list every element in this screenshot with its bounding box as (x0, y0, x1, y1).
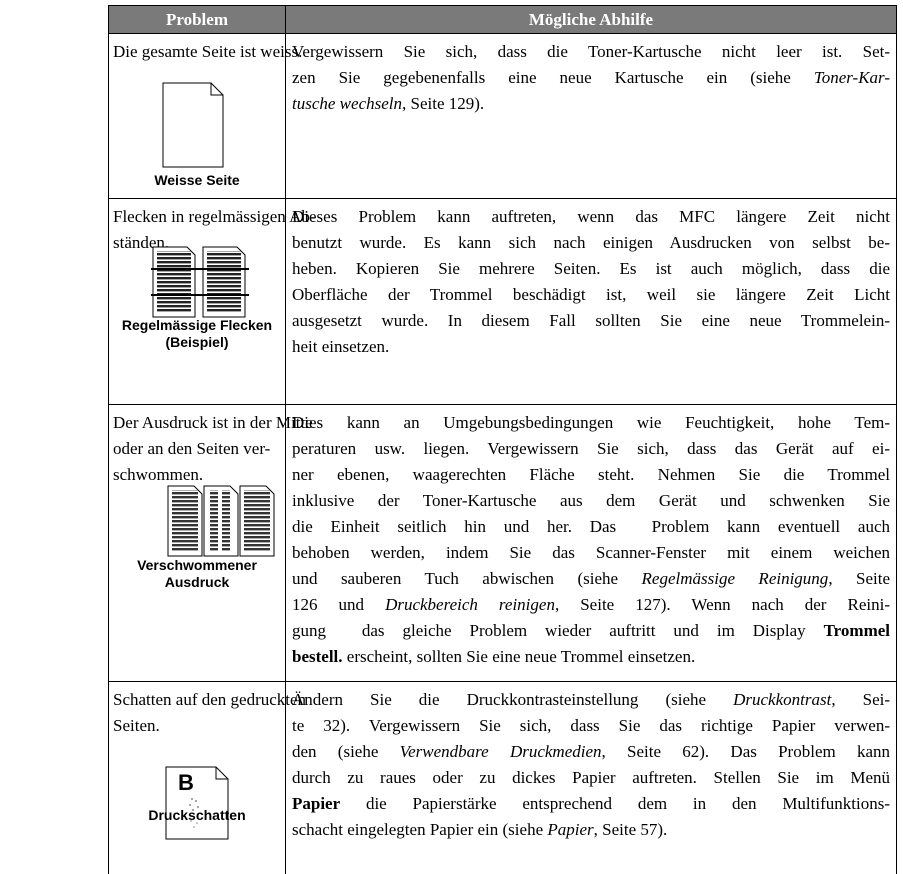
caption: Druckschatten (109, 807, 285, 824)
text-run: ner ebenen, waagerechten Fläche steht. N… (292, 465, 890, 484)
remedy-line: tusche wechseln, Seite 129). (292, 91, 890, 117)
remedy-line: heit einsetzen. (292, 334, 890, 360)
text-run: benutzt wurde. Es kann sich nach einigen… (292, 233, 890, 252)
text-run: Dieses Problem kann auftreten, wenn das … (292, 207, 890, 226)
header-cell: Problem (108, 5, 286, 34)
text-run: Druckbereich reinigen (385, 595, 555, 614)
remedy-line: zen Sie gegebenenfalls eine neue Kartusc… (292, 65, 890, 91)
remedy-line: ausgesetzt wurde. In diesem Fall sollten… (292, 308, 890, 334)
icon-graphic (165, 766, 229, 840)
text-run: 126 und (292, 595, 386, 614)
remedy-line: Dies kann an Umgebungsbedingungen wie Fe… (292, 410, 890, 436)
text-run: behoben werden, indem Sie das Scanner-Fe… (292, 543, 890, 562)
remedy-line: peraturen usw. liegen. Vergewissern Sie … (292, 436, 890, 462)
remedy-line: gung das gleiche Problem wieder auftritt… (292, 618, 890, 644)
remedy-line: benutzt wurde. Es kann sich nach einigen… (292, 230, 890, 256)
problem-text: Schatten auf den gedruckten (113, 690, 307, 709)
remedy-cell: Ändern Sie die Druckkontrasteinstellung … (285, 681, 897, 874)
remedy-line: die Einheit seitlich hin und her. Das Pr… (292, 514, 890, 540)
icon-graphic (162, 82, 224, 168)
problem-text: Flecken in regelmässigen Ab- (113, 207, 316, 226)
remedy-line: inklusive der Toner-Kartusche aus dem Ge… (292, 488, 890, 514)
text-run: , Seite 57). (593, 820, 668, 839)
caption-line: Regelmässige Flecken (121, 317, 273, 333)
caption: Verschwommener Ausdruck (109, 557, 285, 591)
text-run: ausgesetzt wurde. In diesem Fall sollten… (292, 311, 890, 330)
remedy-line: ner ebenen, waagerechten Fläche steht. N… (292, 462, 890, 488)
text-run: Regelmässige Reinigung (641, 569, 829, 588)
text-run: , Seite 127). Wenn nach der Reini- (554, 595, 890, 614)
remedy-line: te 32). Vergewissern Sie sich, dass Sie … (292, 713, 890, 739)
text-run: peraturen usw. liegen. Vergewissern Sie … (292, 439, 890, 458)
caption: Weisse Seite (109, 172, 285, 189)
text-run: die Einheit seitlich hin und her. Das Pr… (292, 517, 890, 536)
text-run: Trommel (823, 621, 890, 640)
text-run: schacht eingelegten Papier ein (siehe (292, 820, 548, 839)
remedy-line: den (siehe Verwendbare Druckmedien, Seit… (292, 739, 890, 765)
remedy-cell: Dieses Problem kann auftreten, wenn das … (285, 198, 897, 405)
problem-cell: Flecken in regelmässigen Ab-ständen. Reg… (108, 198, 316, 405)
icon-graphic (151, 246, 249, 318)
text-run: Druckkontrast (733, 690, 832, 709)
text-run: Papier (292, 794, 341, 813)
text-run: Oberfläche der Trommel beschädigt ist, w… (292, 285, 890, 304)
problem-text: schwommen. (113, 465, 204, 484)
text-run: Toner-Kar- (813, 68, 890, 87)
text-run: tusche wechseln (292, 94, 402, 113)
remedy-line: durch zu raues oder zu dickes Papier auf… (292, 765, 890, 791)
text-run: zen Sie gegebenenfalls eine neue Kartusc… (292, 68, 814, 87)
problem-cell: Der Ausdruck ist in der Mitte oder an den… (108, 404, 313, 682)
caption-line: (Beispiel) (165, 334, 229, 350)
caption-line: Druckschatten (148, 807, 246, 823)
icon-graphic (167, 485, 275, 557)
remedy-line: Oberfläche der Trommel beschädigt ist, w… (292, 282, 890, 308)
text-run: , Seite 62). Das Problem kann (601, 742, 890, 761)
text-run: erscheint, sollten Sie eine neue Trommel… (342, 647, 696, 666)
text-run: durch zu raues oder zu dickes Papier auf… (292, 768, 890, 787)
text-run: und sauberen Tuch abwischen (siehe (292, 569, 642, 588)
caption-line: Weisse Seite (154, 172, 240, 188)
text-run: Papier (547, 820, 594, 839)
text-run: bestell. (292, 647, 343, 666)
text-run: inklusive der Toner-Kartusche aus dem Ge… (292, 491, 890, 510)
icon-text: B (178, 770, 194, 795)
text-run: die Papierstärke entsprechend dem in den… (340, 794, 890, 813)
text-run: , Seite 129). (402, 94, 485, 113)
text-run: , Sei- (831, 690, 890, 709)
remedy-line: schacht eingelegten Papier ein (siehe Pa… (292, 817, 890, 843)
text-run: Ändern Sie die Druckkontrasteinstellung … (292, 690, 734, 709)
problem-text: Der Ausdruck ist in der Mitte (113, 413, 313, 432)
remedy-line: bestell. erscheint, sollten Sie eine neu… (292, 644, 890, 670)
remedy-line: Dieses Problem kann auftreten, wenn das … (292, 204, 890, 230)
remedy-cell: Vergewissern Sie sich, dass die Toner-Ka… (285, 33, 897, 199)
text-run: Dies kann an Umgebungsbedingungen wie Fe… (292, 413, 890, 432)
text-run: te 32). Vergewissern Sie sich, dass Sie … (292, 716, 890, 735)
problem-text: Seiten. (113, 716, 160, 735)
problem-text: Die gesamte Seite ist weiss. (113, 42, 303, 61)
remedy-line: heben. Kopieren Sie mehrere Seiten. Es i… (292, 256, 890, 282)
text-run: , Seite (828, 569, 890, 588)
text-run: gung das gleiche Problem wieder auftritt… (292, 621, 824, 640)
caption-line: Verschwommener Ausdruck (137, 557, 257, 590)
problem-cell: Schatten auf den gedruckten Seiten. B Druc… (108, 681, 307, 874)
text-run: heben. Kopieren Sie mehrere Seiten. Es i… (292, 259, 890, 278)
problem-text: oder an den Seiten ver- (113, 439, 271, 458)
remedy-line: 126 und Druckbereich reinigen, Seite 127… (292, 592, 890, 618)
header-cell: Mögliche Abhilfe (285, 5, 897, 34)
text-run: Vergewissern Sie sich, dass die Toner-Ka… (292, 42, 890, 61)
text-run: Verwendbare Druckmedien (399, 742, 602, 761)
remedy-line: Papier die Papierstärke entsprechend dem… (292, 791, 890, 817)
remedy-line: und sauberen Tuch abwischen (siehe Regel… (292, 566, 890, 592)
caption: Regelmässige Flecken (Beispiel) (109, 317, 285, 351)
problem-cell: Die gesamte Seite ist weiss. Weisse Seite (108, 33, 303, 199)
remedy-line: Vergewissern Sie sich, dass die Toner-Ka… (292, 39, 890, 65)
remedy-line: behoben werden, indem Sie das Scanner-Fe… (292, 540, 890, 566)
remedy-cell: Dies kann an Umgebungsbedingungen wie Fe… (285, 404, 897, 682)
text-run: den (siehe (292, 742, 400, 761)
text-run: heit einsetzen. (292, 337, 390, 356)
remedy-line: Ändern Sie die Druckkontrasteinstellung … (292, 687, 890, 713)
